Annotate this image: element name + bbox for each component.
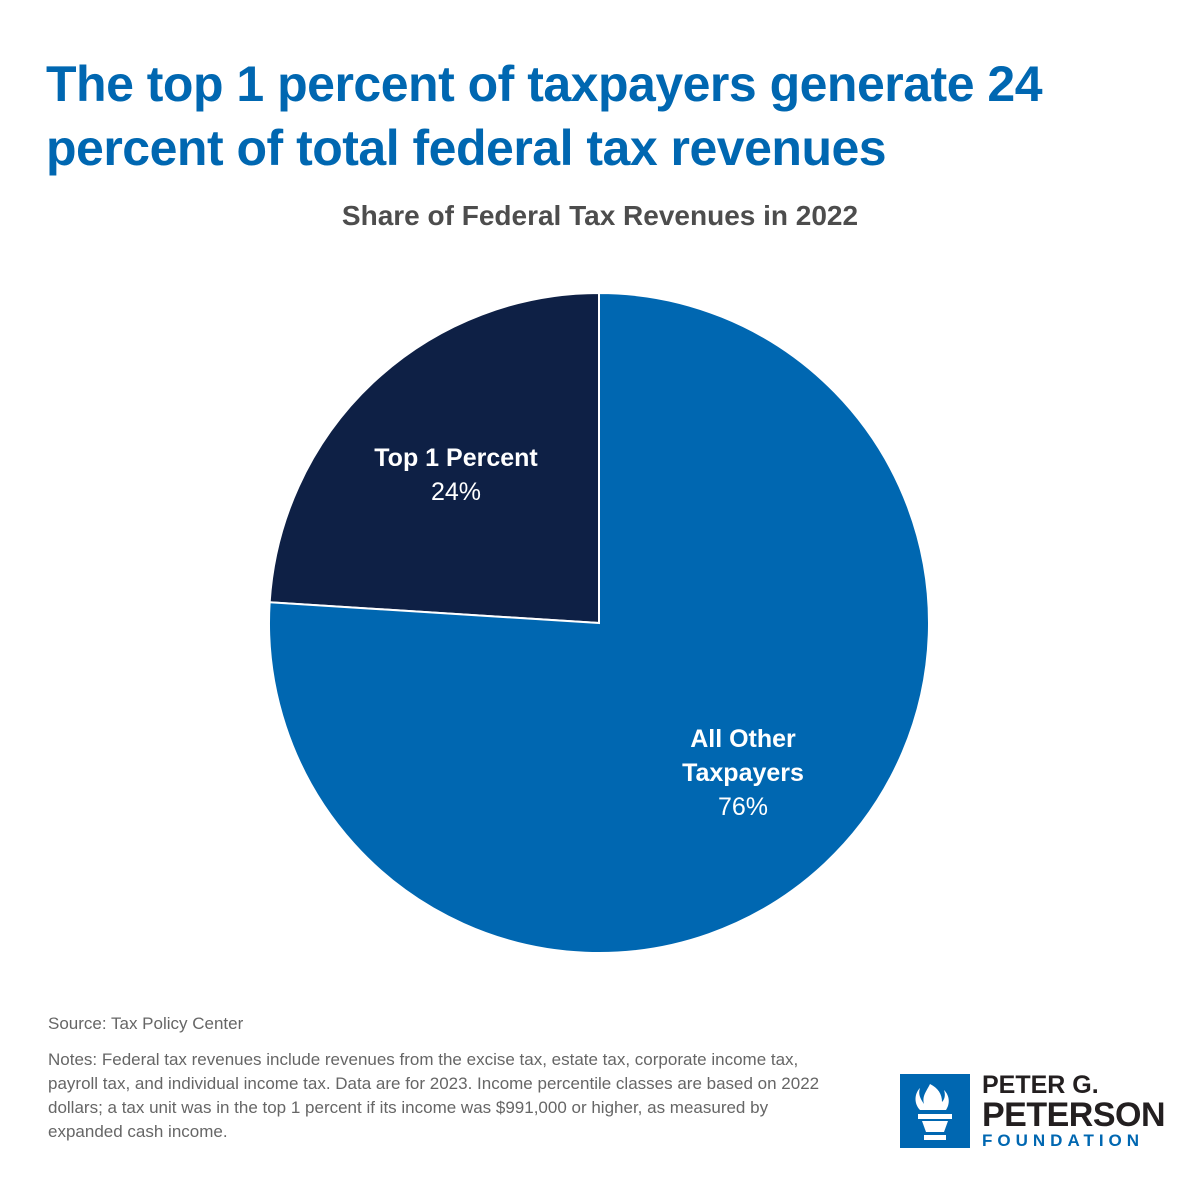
torch-icon <box>900 1074 970 1148</box>
logo-line-3: FOUNDATION <box>982 1131 1145 1150</box>
slice-label-top-1-percent: Top 1 Percent 24% <box>374 444 538 506</box>
pie-slice-top-1-percent <box>268 291 600 625</box>
logo-line-1: PETER G. <box>982 1071 1099 1099</box>
chart-headline: The top 1 percent of taxpayers generate … <box>46 56 1043 176</box>
pie-chart: Top 1 Percent 24% All Other Taxpayers 76% <box>268 291 930 954</box>
notes-text: Notes: Federal tax revenues include reve… <box>48 1050 820 1141</box>
pie-slice-all-other-taxpayers <box>268 291 930 954</box>
logo-line-2: PETERSON <box>982 1096 1166 1134</box>
chart-title: Share of Federal Tax Revenues in 2022 <box>341 200 859 231</box>
peterson-foundation-logo: PETER G. PETERSON FOUNDATION <box>900 1071 1166 1150</box>
slice-label-all-other-taxpayers: All Other Taxpayers 76% <box>682 725 804 821</box>
source-note: Source: Tax Policy Center <box>48 1014 244 1033</box>
